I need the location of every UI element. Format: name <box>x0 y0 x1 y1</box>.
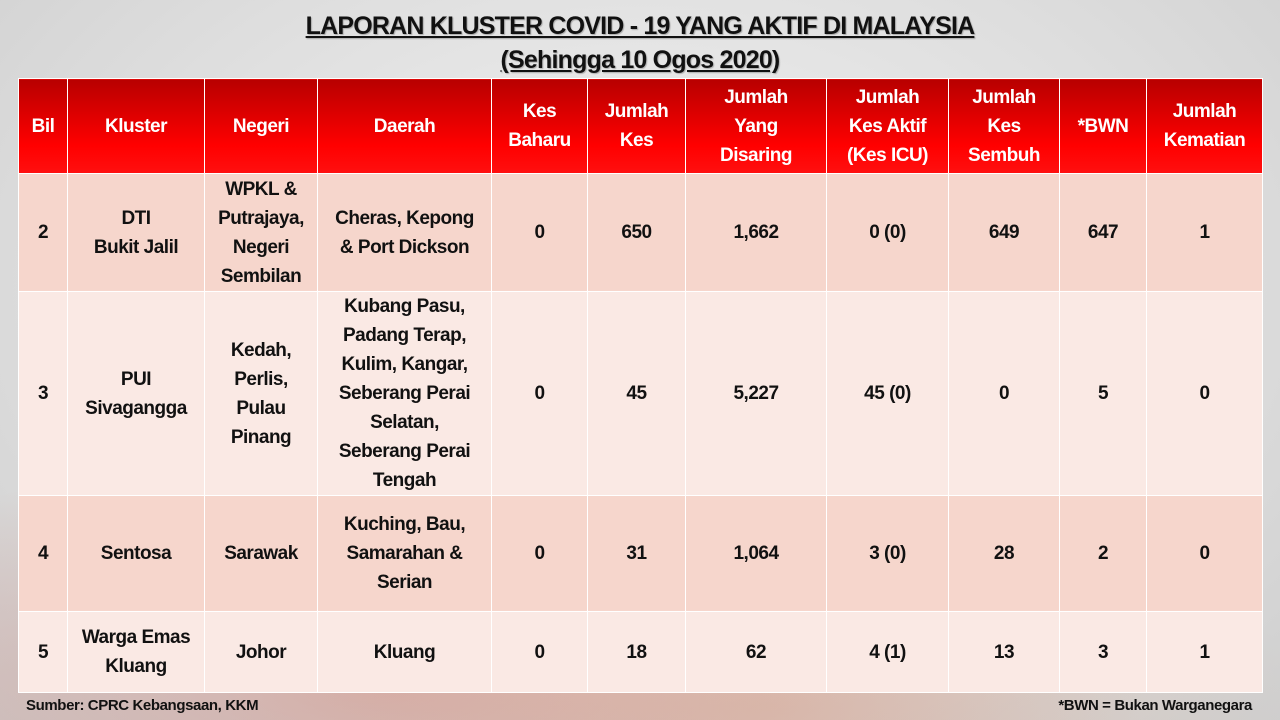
column-header: Negeri <box>204 78 318 174</box>
cluster-table: Bil Kluster Negeri Daerah Kes Baharu Jumlah K… <box>18 78 1263 693</box>
column-header: Bil <box>18 78 68 174</box>
table-cell: PUI Sivagangga <box>67 291 205 496</box>
table-row: 4 Sentosa Sarawak Kuching, Bau, Samarahan &… <box>18 495 1263 612</box>
table-cell: 3 <box>1059 611 1147 693</box>
table-cell: 3 (0) <box>826 495 949 612</box>
page-title: LAPORAN KLUSTER COVID - 19 YANG AKTIF DI… <box>305 12 976 40</box>
table-cell: Kedah, Perlis, Pulau Pinang <box>204 291 318 496</box>
table-cell: 0 <box>491 291 588 496</box>
table-cell: 649 <box>948 173 1060 292</box>
column-header: Daerah <box>317 78 492 174</box>
table-cell: 0 <box>491 611 588 693</box>
table-cell: DTI Bukit Jalil <box>67 173 205 292</box>
table-cell: Warga Emas Kluang <box>67 611 205 693</box>
table-cell: 1 <box>1146 611 1263 693</box>
column-header: Jumlah Kes Aktif (Kes ICU) <box>826 78 949 174</box>
table-cell: WPKL & Putrajaya, Negeri Sembilan <box>204 173 318 292</box>
bwn-footnote: *BWN = Bukan Warganegara <box>1058 697 1252 714</box>
table-cell: Kuching, Bau, Samarahan & Serian <box>317 495 492 612</box>
table-cell: 18 <box>587 611 686 693</box>
column-header: Jumlah Yang Disaring <box>685 78 827 174</box>
table-cell: Kubang Pasu, Padang Terap, Kulim, Kangar… <box>317 291 492 496</box>
page-subtitle: (Sehingga 10 Ogos 2020) <box>500 46 781 74</box>
table-cell: 650 <box>587 173 686 292</box>
table-cell: Cheras, Kepong & Port Dickson <box>317 173 492 292</box>
column-header: Kluster <box>67 78 205 174</box>
table-cell: 28 <box>948 495 1060 612</box>
column-header: *BWN <box>1059 78 1147 174</box>
column-header: Kes Baharu <box>491 78 588 174</box>
table-cell: 62 <box>685 611 827 693</box>
table-cell: 1,064 <box>685 495 827 612</box>
table-cell: 5,227 <box>685 291 827 496</box>
table-cell: 0 <box>948 291 1060 496</box>
table-cell: 0 <box>1146 495 1263 612</box>
table-cell: 2 <box>18 173 68 292</box>
table-cell: 0 <box>491 495 588 612</box>
table-cell: 45 (0) <box>826 291 949 496</box>
column-header: Jumlah Kes <box>587 78 686 174</box>
table-cell: Sentosa <box>67 495 205 612</box>
table-cell: Kluang <box>317 611 492 693</box>
table-row: 5 Warga Emas Kluang Johor Kluang 0 18 62 4 (1) 1… <box>18 611 1263 693</box>
table-cell: 647 <box>1059 173 1147 292</box>
table-cell: 0 <box>491 173 588 292</box>
source-note: Sumber: CPRC Kebangsaan, KKM <box>26 697 259 714</box>
table-header-row: Bil Kluster Negeri Daerah Kes Baharu Jumlah K… <box>18 78 1263 174</box>
table-row: 2 DTI Bukit Jalil WPKL & Putrajaya, Negeri… <box>18 173 1263 292</box>
table-cell: Sarawak <box>204 495 318 612</box>
table-cell: 4 (1) <box>826 611 949 693</box>
table-cell: 4 <box>18 495 68 612</box>
table-cell: 0 (0) <box>826 173 949 292</box>
table-cell: 2 <box>1059 495 1147 612</box>
table-cell: 0 <box>1146 291 1263 496</box>
table-cell: 3 <box>18 291 68 496</box>
table-cell: 13 <box>948 611 1060 693</box>
table-cell: 5 <box>1059 291 1147 496</box>
table-row: 3 PUI Sivagangga Kedah, Perlis, Pulau Pina… <box>18 291 1263 496</box>
table-cell: 5 <box>18 611 68 693</box>
table-cell: 45 <box>587 291 686 496</box>
table-cell: 1 <box>1146 173 1263 292</box>
table-cell: 31 <box>587 495 686 612</box>
column-header: Jumlah Kes Sembuh <box>948 78 1060 174</box>
table-cell: Johor <box>204 611 318 693</box>
column-header: Jumlah Kematian <box>1146 78 1263 174</box>
table-cell: 1,662 <box>685 173 827 292</box>
